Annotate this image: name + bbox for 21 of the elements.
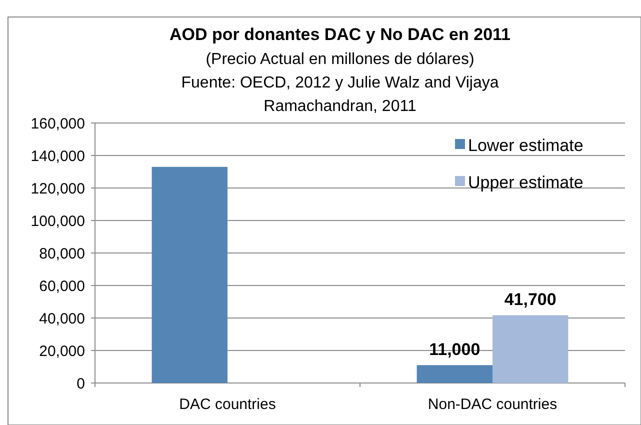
y-tick-label: 140,000 [30,148,85,165]
y-tick-label: 60,000 [39,278,85,295]
bar [152,166,228,383]
data-label: 41,700 [504,290,556,310]
data-label: 11,000 [429,340,480,360]
legend-label: Lower estimate [468,136,584,155]
bar [416,365,492,383]
bar [492,315,568,383]
chart-subtitle: (Precio Actual en millones de dólares) [206,51,474,68]
source-note: Fuente: OECD, 2012 y Julie Walz and Vijaya Ramachandran, 2011 [181,74,499,115]
x-tick-label: Non-DAC countries [428,396,558,413]
legend-label: Upper estimate [468,172,584,192]
y-tick-label: 160,000 [30,115,85,132]
y-tick-label: 80,000 [39,245,85,262]
y-tick-label: 120,000 [30,180,85,198]
y-tick-label: 0 [76,375,85,392]
y-tick-label: 20,000 [39,342,85,360]
x-tick-label: DAC countries [179,396,276,413]
y-tick-label: 100,000 [30,212,85,230]
y-tick-label: 40,000 [39,310,85,328]
chart-title: AOD por donantes DAC y No DAC en 2011 [169,25,511,44]
